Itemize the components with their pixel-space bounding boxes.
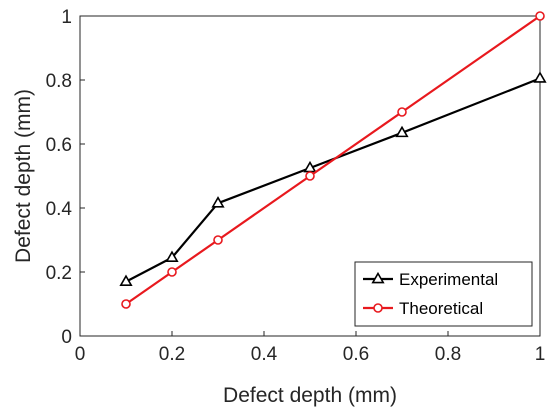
x-tick-label: 0 xyxy=(75,344,86,365)
series-experimental xyxy=(119,71,547,286)
x-axis-title: Defect depth (mm) xyxy=(223,384,397,407)
legend-label: Theoretical xyxy=(399,299,483,318)
y-tick-label: 0.2 xyxy=(46,263,72,284)
axes xyxy=(79,15,541,337)
x-tick-label: 0.4 xyxy=(251,344,278,365)
y-tick-label: 0.8 xyxy=(46,71,72,92)
x-tick-label: 0.6 xyxy=(343,344,369,365)
x-tick-label: 1 xyxy=(535,344,546,365)
y-axis-title: Defect depth (mm) xyxy=(12,89,35,263)
data-point-circle xyxy=(305,171,315,181)
legend-item-experimental: Experimental xyxy=(363,270,498,289)
data-point-circle xyxy=(213,235,223,245)
data-point-triangle xyxy=(165,250,179,262)
x-tick-label: 0.8 xyxy=(435,344,461,365)
y-tick-label: 1 xyxy=(61,7,72,28)
legend-label: Experimental xyxy=(399,270,498,289)
plot-area-frame xyxy=(79,15,541,337)
series-line xyxy=(125,77,541,283)
y-tick-label: 0.6 xyxy=(46,135,72,156)
y-tick-label: 0 xyxy=(61,327,72,348)
data-point-circle xyxy=(167,267,177,277)
data-point-triangle xyxy=(211,196,225,208)
legend: Experimental Theoretical xyxy=(354,261,533,327)
legend-marker-triangle xyxy=(371,271,385,284)
data-point-triangle xyxy=(395,125,409,138)
data-point-circle xyxy=(535,11,545,21)
legend-box xyxy=(354,261,533,327)
data-point-circle xyxy=(121,299,131,309)
x-tick-label: 0.2 xyxy=(159,344,185,365)
y-tick-label: 0.4 xyxy=(46,199,73,220)
data-point-circle xyxy=(397,107,407,117)
data-series xyxy=(119,11,547,309)
legend-marker-circle xyxy=(373,303,383,313)
axis-ticks: 0 0.2 0.4 0.6 0.8 1 0 0.2 0.4 0.6 0.8 1 xyxy=(46,7,546,365)
data-point-triangle xyxy=(533,71,547,83)
series-line xyxy=(125,15,541,305)
legend-item-theoretical: Theoretical xyxy=(363,299,483,318)
data-point-triangle xyxy=(119,274,133,286)
series-theoretical xyxy=(121,11,545,309)
